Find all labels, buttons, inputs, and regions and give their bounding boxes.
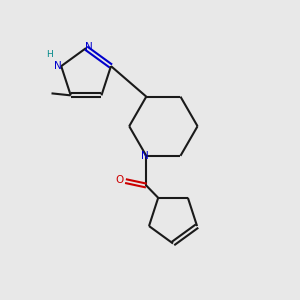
Text: N: N: [141, 152, 149, 161]
Text: N: N: [85, 42, 92, 52]
Text: H: H: [46, 50, 53, 59]
Text: N: N: [54, 61, 61, 70]
Text: O: O: [116, 175, 124, 184]
